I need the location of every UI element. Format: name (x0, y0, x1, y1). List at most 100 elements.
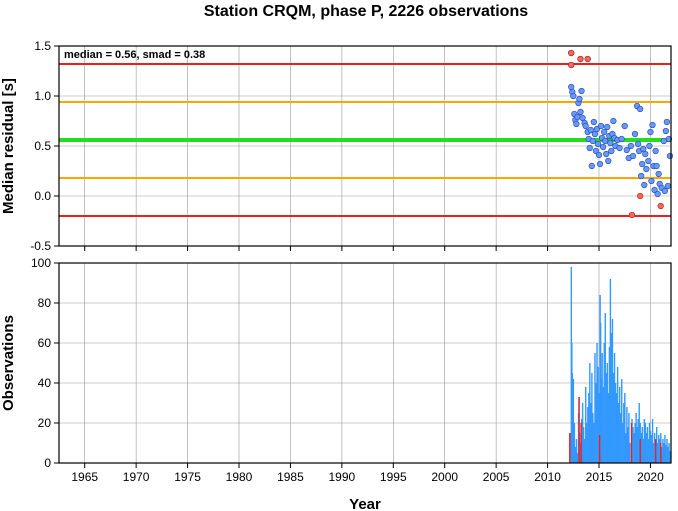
residual-point (642, 150, 649, 158)
observation-bar (606, 363, 609, 463)
residual-point (654, 190, 661, 198)
residual-point (573, 120, 580, 128)
observation-bar (611, 319, 614, 463)
observations-y-tick-label: 20 (38, 416, 52, 430)
residual-point (639, 160, 646, 168)
residual-points (568, 49, 674, 219)
observation-bar (623, 403, 625, 463)
observation-bar (638, 403, 640, 463)
observation-bar (616, 367, 619, 463)
observations-y-tick-label: 60 (38, 336, 52, 350)
residual-point (621, 122, 628, 130)
observation-bar (624, 393, 626, 463)
observation-bar (589, 363, 591, 463)
observation-bar (609, 279, 612, 463)
residual-point (647, 128, 654, 136)
residual-point (604, 123, 611, 131)
x-tick-label: 1985 (277, 470, 304, 484)
observation-bar (622, 423, 624, 463)
residual-point (601, 128, 608, 136)
residual-y-tick-label: 0.0 (34, 189, 51, 203)
observation-bar (615, 393, 618, 463)
residual-point (607, 139, 614, 147)
residual-point (638, 172, 645, 180)
observation-bar (576, 453, 579, 463)
residual-point (643, 165, 650, 173)
observation-bar (665, 445, 667, 463)
observation-bar (652, 443, 655, 463)
observation-bar (618, 387, 621, 463)
observation-bar (651, 419, 654, 463)
outlier-bar (578, 397, 580, 463)
residual-point (578, 87, 585, 95)
observation-bar (645, 433, 648, 463)
observations-plot-background (59, 263, 671, 463)
residual-point (631, 130, 639, 138)
residual-point (586, 144, 593, 152)
observation-bar (646, 427, 649, 463)
observations-y-axis-label: Observations (0, 315, 17, 411)
observation-bar (598, 393, 600, 463)
residual-point (629, 152, 637, 160)
outlier-bar (639, 439, 641, 463)
x-tick-label: 1990 (329, 470, 356, 484)
observation-bar (635, 413, 637, 463)
observation-bar (581, 403, 584, 463)
observation-bar (650, 435, 653, 463)
residual-point (600, 143, 607, 151)
residual-point (597, 122, 605, 130)
residual-point (577, 108, 584, 116)
x-tick-label: 2015 (586, 470, 613, 484)
observation-bar (586, 423, 588, 463)
residual-point (666, 152, 674, 160)
x-tick-label: 1995 (380, 470, 407, 484)
observation-bar (643, 419, 646, 463)
observation-bar (644, 423, 647, 463)
observation-bar (642, 439, 645, 463)
residual-point (653, 162, 660, 170)
x-tick-label: 2010 (534, 470, 561, 484)
observation-bar (640, 433, 642, 463)
observation-bar (633, 433, 635, 463)
observation-bar (669, 451, 671, 463)
residual-point (660, 137, 667, 145)
observation-bar (600, 379, 602, 463)
observations-y-tick-label: 100 (31, 256, 51, 270)
observations-y-ticks: 0 20 40 60 80 100 (31, 256, 59, 470)
observation-bar (605, 373, 607, 463)
residual-point (605, 157, 612, 165)
residual-point (570, 92, 577, 100)
residual-point (661, 187, 668, 195)
observation-bar (588, 393, 590, 463)
residual-point (593, 125, 601, 133)
residual-point (603, 150, 610, 158)
residual-point (652, 147, 659, 155)
outlier-bar (660, 443, 662, 463)
observation-bar (636, 427, 638, 463)
x-axis-label: Year (349, 496, 381, 511)
observation-bar (603, 343, 605, 463)
observation-bar (604, 313, 606, 463)
observation-bar (656, 427, 658, 463)
residual-point (602, 137, 609, 145)
outlier-bar (580, 423, 582, 463)
observation-bar (637, 419, 639, 463)
outlier-point (628, 211, 636, 219)
observation-bar (590, 403, 592, 463)
outlier-point (584, 55, 591, 63)
residual-point (665, 135, 673, 143)
x-tick-label: 2000 (431, 470, 458, 484)
residual-point (595, 151, 603, 159)
residual-y-axis-label: Median residual [s] (0, 78, 17, 214)
residual-y-tick-label: 0.5 (34, 139, 51, 153)
residual-point (590, 118, 597, 126)
observation-bar (610, 333, 613, 463)
observation-bar (601, 353, 603, 463)
observation-bar (658, 435, 660, 463)
residual-y-ticks: -0.5 0.0 0.5 1.0 1.5 (30, 39, 59, 253)
observation-bar (602, 387, 604, 463)
observation-bar (572, 379, 575, 463)
residual-reference-lines (59, 63, 671, 217)
observation-bar (621, 379, 623, 463)
residual-point (596, 160, 604, 168)
